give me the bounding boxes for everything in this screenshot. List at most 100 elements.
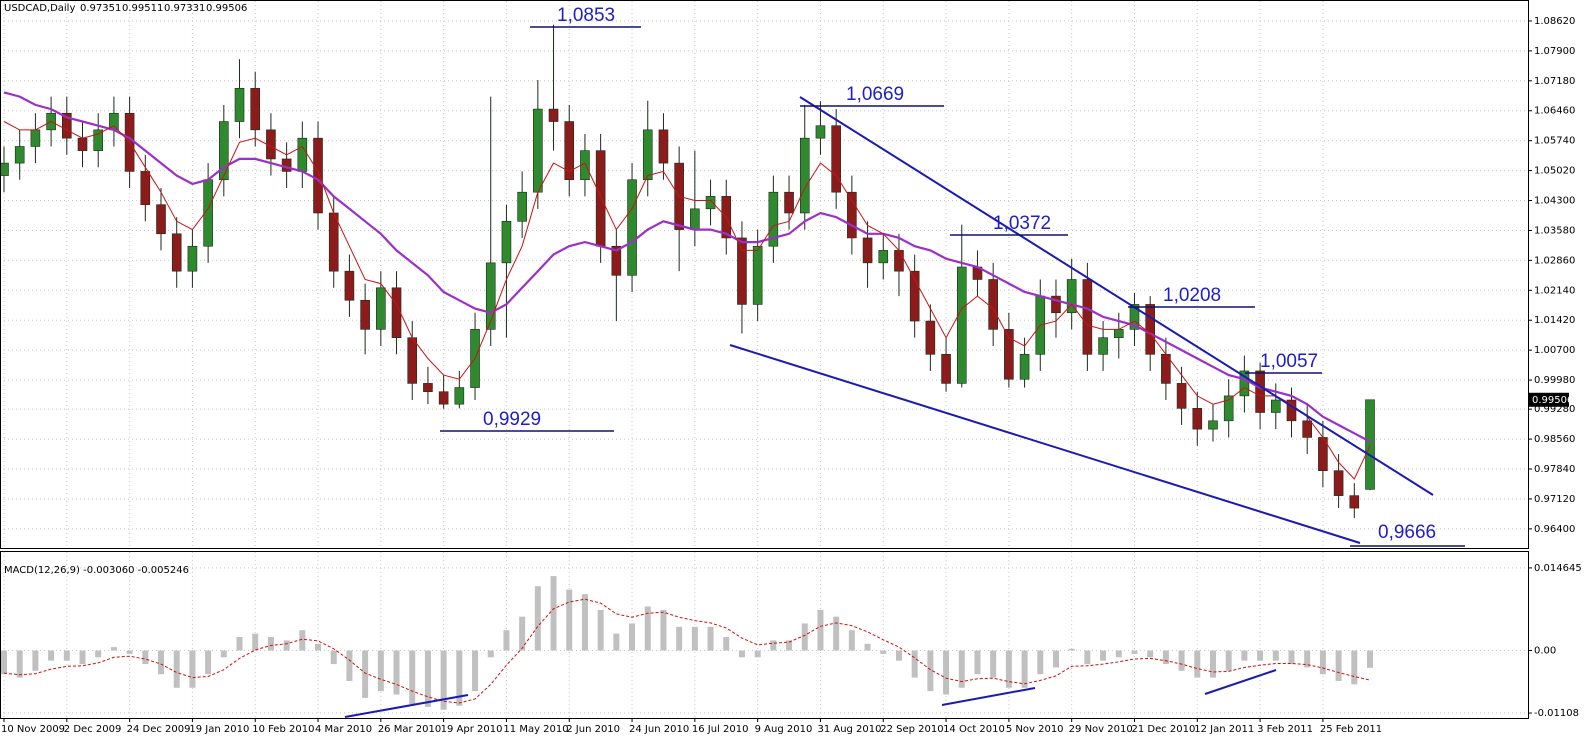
- macd-bar: [1037, 650, 1044, 675]
- macd-bar: [770, 640, 777, 651]
- macd-bar: [48, 650, 55, 661]
- macd-bar: [754, 650, 761, 658]
- candle-body: [360, 299, 370, 330]
- candle-body: [956, 266, 967, 384]
- x-tick-label: 19 Apr 2010: [441, 724, 503, 735]
- candle-body: [297, 137, 308, 172]
- macd-bar: [16, 650, 23, 678]
- candle-body: [862, 237, 873, 264]
- x-tick-label: 22 Sep 2010: [880, 724, 943, 735]
- macd-bar: [1162, 650, 1169, 665]
- candle-body: [768, 191, 779, 247]
- macd-bar: [299, 630, 306, 651]
- macd-bar: [519, 616, 526, 651]
- candle-body: [376, 287, 386, 330]
- candle-body: [140, 171, 151, 205]
- price-marker-label: 0.99506: [1532, 395, 1573, 406]
- price-marker: [1529, 392, 1569, 407]
- macd-bar: [1100, 650, 1107, 661]
- y-tick-label: 1.01420: [1534, 315, 1575, 326]
- candle-body: [30, 129, 41, 147]
- candle-body: [1098, 337, 1108, 355]
- x-tick-label: 26 Mar 2010: [378, 724, 441, 735]
- candle-body: [894, 250, 904, 272]
- macd-title: MACD(12,26,9) -0.003060 -0.005246: [4, 565, 189, 576]
- macd-bar: [205, 650, 212, 675]
- candle-body: [407, 337, 418, 384]
- macd-bar: [1084, 650, 1091, 665]
- header-low: 0.97331: [164, 3, 205, 14]
- macd-bar: [613, 633, 620, 651]
- candle-body: [1129, 304, 1140, 330]
- macd-bar: [1194, 650, 1201, 678]
- candle-body: [171, 233, 182, 272]
- x-tick-label: 4 Mar 2010: [315, 724, 372, 735]
- macd-bar: [817, 609, 824, 651]
- macd-bar: [32, 650, 39, 671]
- y-tick-label: 1.02860: [1534, 255, 1575, 266]
- macd-bar: [786, 640, 793, 651]
- y-tick-label: 1.05020: [1534, 166, 1575, 177]
- y-tick-label: 0.99280: [1534, 404, 1575, 415]
- candle-body: [1051, 295, 1061, 314]
- y-tick-label: 0.96400: [1534, 524, 1575, 535]
- price-panel-frame: [0, 0, 1529, 549]
- candle-body: [517, 191, 527, 222]
- candle-body: [642, 129, 653, 181]
- candle-body: [831, 125, 841, 193]
- candle-body: [595, 150, 606, 247]
- candle-body: [328, 212, 339, 272]
- candle-body: [1270, 399, 1281, 413]
- candle-body: [941, 354, 951, 384]
- candle-body: [423, 383, 433, 393]
- y-tick-label: 0.98560: [1534, 434, 1575, 445]
- x-tick-label: 9 Aug 2010: [755, 724, 813, 735]
- y-tick-label: 0.97120: [1534, 494, 1575, 505]
- macd-bar: [267, 636, 274, 651]
- macd-bar: [880, 650, 887, 654]
- candle-body: [501, 220, 512, 264]
- macd-bar: [220, 650, 227, 658]
- candle-body: [1066, 279, 1077, 314]
- y-tick-label: 0.97840: [1534, 464, 1575, 475]
- x-tick-label: 12 Jan 2011: [1194, 724, 1254, 735]
- macd-bar: [738, 650, 745, 658]
- level-label: 1,0057: [1260, 351, 1318, 372]
- candle-body: [1004, 329, 1014, 380]
- candle-body: [0, 162, 9, 176]
- candle-body: [564, 121, 575, 181]
- macd-bar: [236, 636, 243, 651]
- candle-body: [611, 245, 622, 276]
- macd-bar: [456, 650, 463, 706]
- macd-bar: [707, 626, 714, 651]
- chart-title: USDCAD,Daily: [4, 3, 75, 14]
- x-tick-label: 29 Nov 2010: [1069, 724, 1133, 735]
- macd-bar: [487, 650, 494, 658]
- macd-bar: [691, 626, 698, 651]
- macd-bar: [1351, 650, 1358, 685]
- candle-body: [454, 387, 465, 405]
- header-close: 0.99506: [206, 3, 247, 14]
- candle-body: [533, 108, 543, 193]
- macd-bar: [1147, 650, 1154, 658]
- y-tick-label: 1.08620: [1534, 16, 1575, 27]
- grid: [0, 1, 1528, 718]
- macd-bar: [377, 650, 384, 692]
- macd-bar: [362, 650, 369, 698]
- candle-body: [1192, 408, 1203, 430]
- candle-body: [847, 191, 857, 239]
- macd-bar: [252, 633, 259, 651]
- annotations: 1,0853 1,0669 1,0372 1,0208 1,0057 0,992…: [344, 5, 1465, 718]
- macd-bar: [158, 650, 165, 675]
- macd-bar: [315, 643, 322, 651]
- macd-bar: [1272, 650, 1279, 661]
- candle-body: [77, 137, 88, 151]
- candle-body: [1239, 370, 1250, 397]
- macd-bar: [1178, 650, 1185, 671]
- x-tick-label: 21 Dec 2010: [1131, 724, 1195, 735]
- header-high: 0.99511: [122, 3, 163, 14]
- macd-bar: [1005, 650, 1012, 688]
- macd-bar: [330, 650, 337, 665]
- candle-body: [62, 112, 72, 139]
- trend-line: [799, 96, 1434, 496]
